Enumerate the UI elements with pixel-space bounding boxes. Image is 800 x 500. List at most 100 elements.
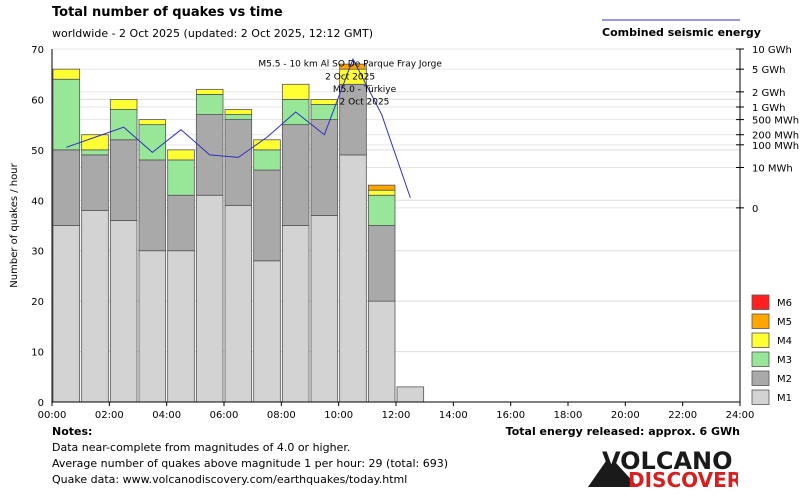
energy-tick-label: 0	[752, 204, 758, 215]
bar-segment-M1	[396, 386, 425, 403]
energy-tick-label: 1 GWh	[752, 103, 786, 114]
x-tick-label: 00:00	[38, 410, 67, 421]
energy-layer	[66, 57, 411, 198]
legend-swatch-M3	[751, 351, 770, 367]
note-line: Average number of quakes above magnitude…	[52, 457, 448, 470]
bar-segment-M2	[138, 159, 167, 252]
volcano-icon	[588, 461, 638, 487]
bar-segment-M1	[281, 225, 310, 403]
bar-segment-M2	[367, 225, 396, 302]
magnitude-legend: M6 M5 M4 M3 M2 M1	[751, 294, 792, 405]
bar-segment-M4	[253, 139, 281, 151]
bar-segment-M1	[367, 300, 396, 403]
bar-segment-M3	[81, 149, 109, 156]
bar-segment-M3	[52, 78, 81, 151]
chart-subtitle: worldwide - 2 Oct 2025 (updated: 2 Oct 2…	[52, 27, 374, 40]
energy-tick-label: 2 GWh	[752, 88, 786, 99]
bar-segment-M3	[253, 149, 281, 171]
logo-line2: DISCOVERY	[628, 468, 738, 489]
energy-legend-label: Combined seismic energy	[602, 26, 761, 39]
bar-segment-M4	[224, 109, 253, 115]
legend-label-M2: M2	[777, 374, 792, 385]
x-tick-label: 14:00	[439, 410, 468, 421]
annotation-label: M5.0 - Türkiye	[333, 85, 397, 95]
energy-line	[66, 57, 411, 198]
legend-label-M6: M6	[777, 298, 792, 309]
bar-segment-M2	[52, 149, 81, 226]
bar-segment-M2	[224, 119, 253, 206]
legend-swatch-M4	[751, 332, 770, 348]
energy-tick-label: 500 MWh	[752, 116, 799, 127]
legend-swatch-M6	[751, 294, 770, 310]
energy-tick-label: 100 MWh	[752, 141, 799, 152]
y-tick-label: 0	[38, 398, 44, 409]
bar-segment-M1	[81, 209, 109, 403]
bar-segment-M3	[224, 114, 253, 121]
bar-segment-M1	[167, 250, 195, 403]
energy-tick-label: 200 MWh	[752, 131, 799, 142]
note-line: Data near-complete from magnitudes of 4.…	[52, 441, 351, 454]
bar-layer	[52, 63, 425, 403]
y-tick-label: 30	[31, 247, 44, 258]
bar-segment-M1	[310, 215, 339, 403]
legend-label-M5: M5	[777, 317, 792, 328]
quake-chart: 0 10 20 30 40 50 60 70 00:00 02:00 04:00 06:00 08:00…	[9, 19, 799, 421]
energy-tick-label: 10 MWh	[752, 164, 793, 175]
legend-swatch-M5	[751, 313, 770, 329]
bar-segment-M4	[138, 119, 167, 126]
legend-label-M4: M4	[777, 336, 792, 347]
bar-segment-M4	[281, 83, 310, 100]
notes-title: Notes:	[52, 425, 93, 438]
energy-tick-label: 5 GWh	[752, 65, 786, 76]
logo-line1: VOLCANO	[602, 447, 733, 475]
bar-segment-M4	[52, 68, 81, 80]
bar-segment-M5	[339, 63, 367, 70]
legend-label-M3: M3	[777, 355, 792, 366]
legend-swatch-M1	[751, 389, 770, 405]
bar-segment-M3	[195, 93, 224, 115]
bar-segment-M2	[167, 194, 195, 252]
bar-segment-M3	[138, 124, 167, 161]
y-tick-label: 60	[31, 95, 44, 106]
y-tick-label: 10	[31, 348, 44, 359]
annotation-label: 2 Oct 2025	[340, 97, 390, 107]
axis-layer: 0 10 20 30 40 50 60 70 00:00 02:00 04:00 06:00 08:00…	[9, 19, 799, 421]
x-tick-label: 10:00	[324, 410, 353, 421]
bar-segment-M2	[253, 169, 281, 262]
y-axis-label: Number of quakes / hour	[9, 162, 20, 287]
bar-segment-M2	[81, 154, 109, 211]
x-tick-label: 22:00	[668, 410, 697, 421]
volcano-discovery-logo[interactable]: VOLCANO DISCOVERY	[588, 447, 738, 489]
y-tick-label: 50	[31, 146, 44, 157]
x-tick-label: 20:00	[611, 410, 640, 421]
bar-segment-M1	[109, 220, 138, 403]
x-tick-label: 18:00	[554, 410, 583, 421]
y-tick-label: 70	[31, 45, 44, 56]
bar-segment-M3	[310, 104, 339, 120]
bar-segment-M1	[253, 260, 281, 403]
energy-tick-label: 10 GWh	[752, 45, 792, 56]
annotation-label: M5.5 - 10 km Al SO De Parque Fray Jorge	[258, 60, 442, 70]
total-energy-label: Total energy released: approx. 6 GWh	[505, 425, 740, 438]
annotation-layer: M5.5 - 10 km Al SO De Parque Fray Jorge 2…	[258, 60, 442, 108]
chart-title: Total number of quakes vs time	[52, 5, 283, 20]
annotation-label: 2 Oct 2025	[325, 72, 375, 82]
bar-segment-M2	[310, 119, 339, 216]
bar-segment-M2	[339, 83, 367, 156]
bar-segment-M3	[167, 159, 195, 196]
bar-segment-M1	[339, 154, 367, 403]
x-tick-label: 02:00	[95, 410, 124, 421]
bar-segment-M4	[310, 99, 339, 105]
x-tick-label: 06:00	[210, 410, 239, 421]
y-tick-label: 40	[31, 196, 44, 207]
bar-segment-M4	[109, 99, 138, 110]
bar-segment-M4	[195, 88, 224, 95]
bar-segment-M4	[367, 189, 396, 196]
bar-segment-M1	[52, 225, 81, 403]
x-tick-label: 16:00	[496, 410, 525, 421]
bar-segment-M3	[367, 194, 396, 226]
x-tick-label: 08:00	[267, 410, 296, 421]
bar-segment-M2	[109, 139, 138, 221]
legend-swatch-M2	[751, 370, 770, 386]
note-link[interactable]: Quake data: www.volcanodiscovery.com/ear…	[52, 473, 408, 486]
